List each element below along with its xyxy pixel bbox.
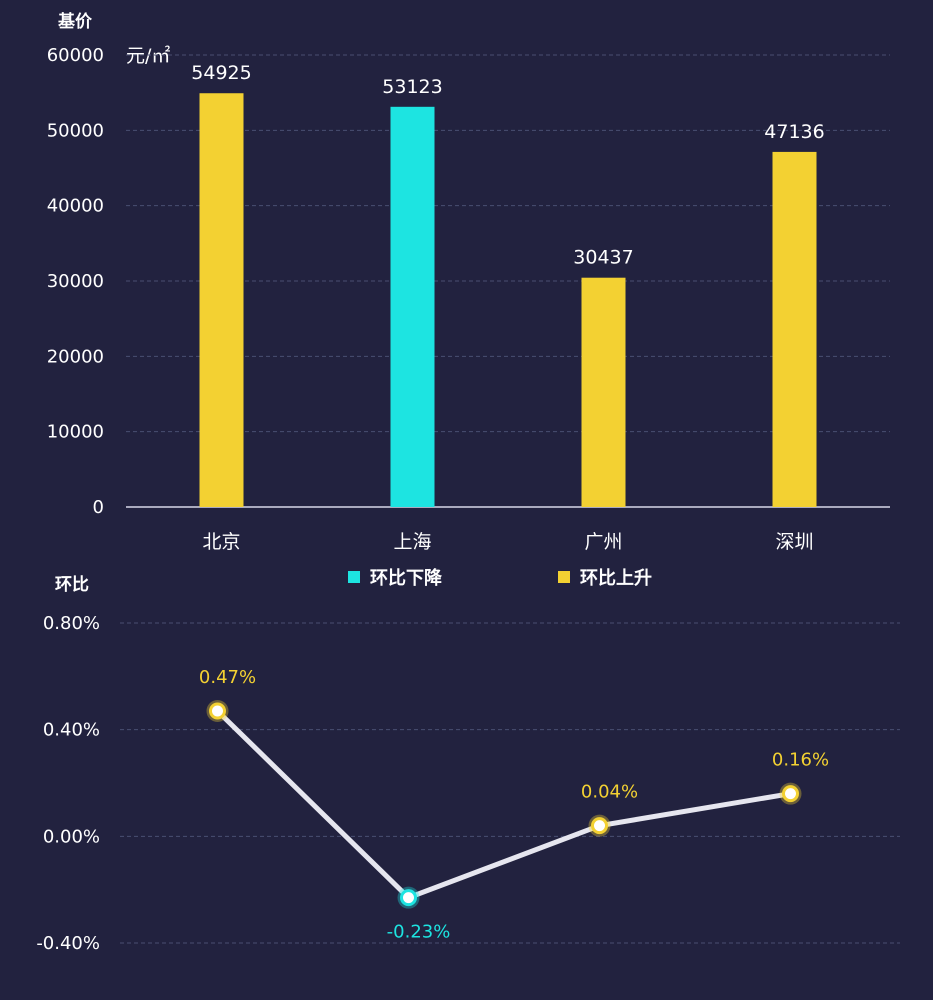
line-chart: -0.40% 0.00% 0.40% 0.80% 0.47% -0.23% 0.04% 0.1… — [36, 613, 900, 954]
line-y-tick-label: -0.40% — [36, 933, 100, 954]
line-point-label: 0.04% — [581, 782, 638, 803]
line-y-tick-label: 0.00% — [43, 826, 100, 847]
line-point-label: -0.23% — [387, 922, 451, 943]
line-point-label: 0.16% — [772, 750, 829, 771]
legend-label-down: 环比下降 — [370, 567, 443, 589]
bar-y-axis-title: 基价 — [57, 11, 93, 32]
bar-y-tick-label: 0 — [93, 497, 104, 518]
bar-value-label: 54925 — [191, 62, 251, 84]
bar-4 — [772, 151, 817, 507]
bar-1 — [199, 93, 244, 508]
bar-y-tick-label: 40000 — [47, 196, 104, 217]
line-y-tick-label: 0.80% — [43, 613, 100, 634]
legend-swatch-down — [348, 571, 360, 583]
legend-swatch-up — [558, 571, 570, 583]
line-series — [215, 709, 791, 901]
bar-y-tick-label: 30000 — [47, 271, 104, 292]
bar-value-label: 30437 — [573, 247, 633, 269]
bar-chart: 0 10000 20000 30000 40000 50000 60000 54925 北京 53… — [47, 45, 890, 553]
bar-y-tick-label: 20000 — [47, 346, 104, 367]
bar-value-label: 53123 — [382, 76, 442, 98]
bar-x-tick-label: 广州 — [584, 531, 622, 553]
line-point-label: 0.47% — [199, 667, 256, 688]
line-point-2 — [400, 889, 417, 907]
line-point-3 — [591, 817, 608, 835]
legend-label-up: 环比上升 — [580, 568, 652, 589]
line-y-tick-label: 0.40% — [43, 720, 100, 741]
bar-y-tick-label: 60000 — [47, 45, 104, 66]
bar-y-tick-label: 50000 — [47, 120, 104, 141]
bar-3 — [581, 277, 626, 507]
bar-y-tick-label: 10000 — [47, 422, 104, 443]
line-point-1 — [209, 702, 226, 720]
bar-2 — [390, 106, 435, 507]
line-y-axis-title: 环比 — [55, 574, 89, 595]
bar-value-label: 47136 — [764, 121, 824, 143]
bar-x-tick-label: 北京 — [202, 531, 240, 553]
line-point-4 — [782, 785, 799, 803]
bar-x-tick-label: 深圳 — [775, 531, 813, 553]
legend: 环比下降 环比上升 — [348, 567, 652, 589]
bar-x-tick-label: 上海 — [393, 531, 431, 553]
